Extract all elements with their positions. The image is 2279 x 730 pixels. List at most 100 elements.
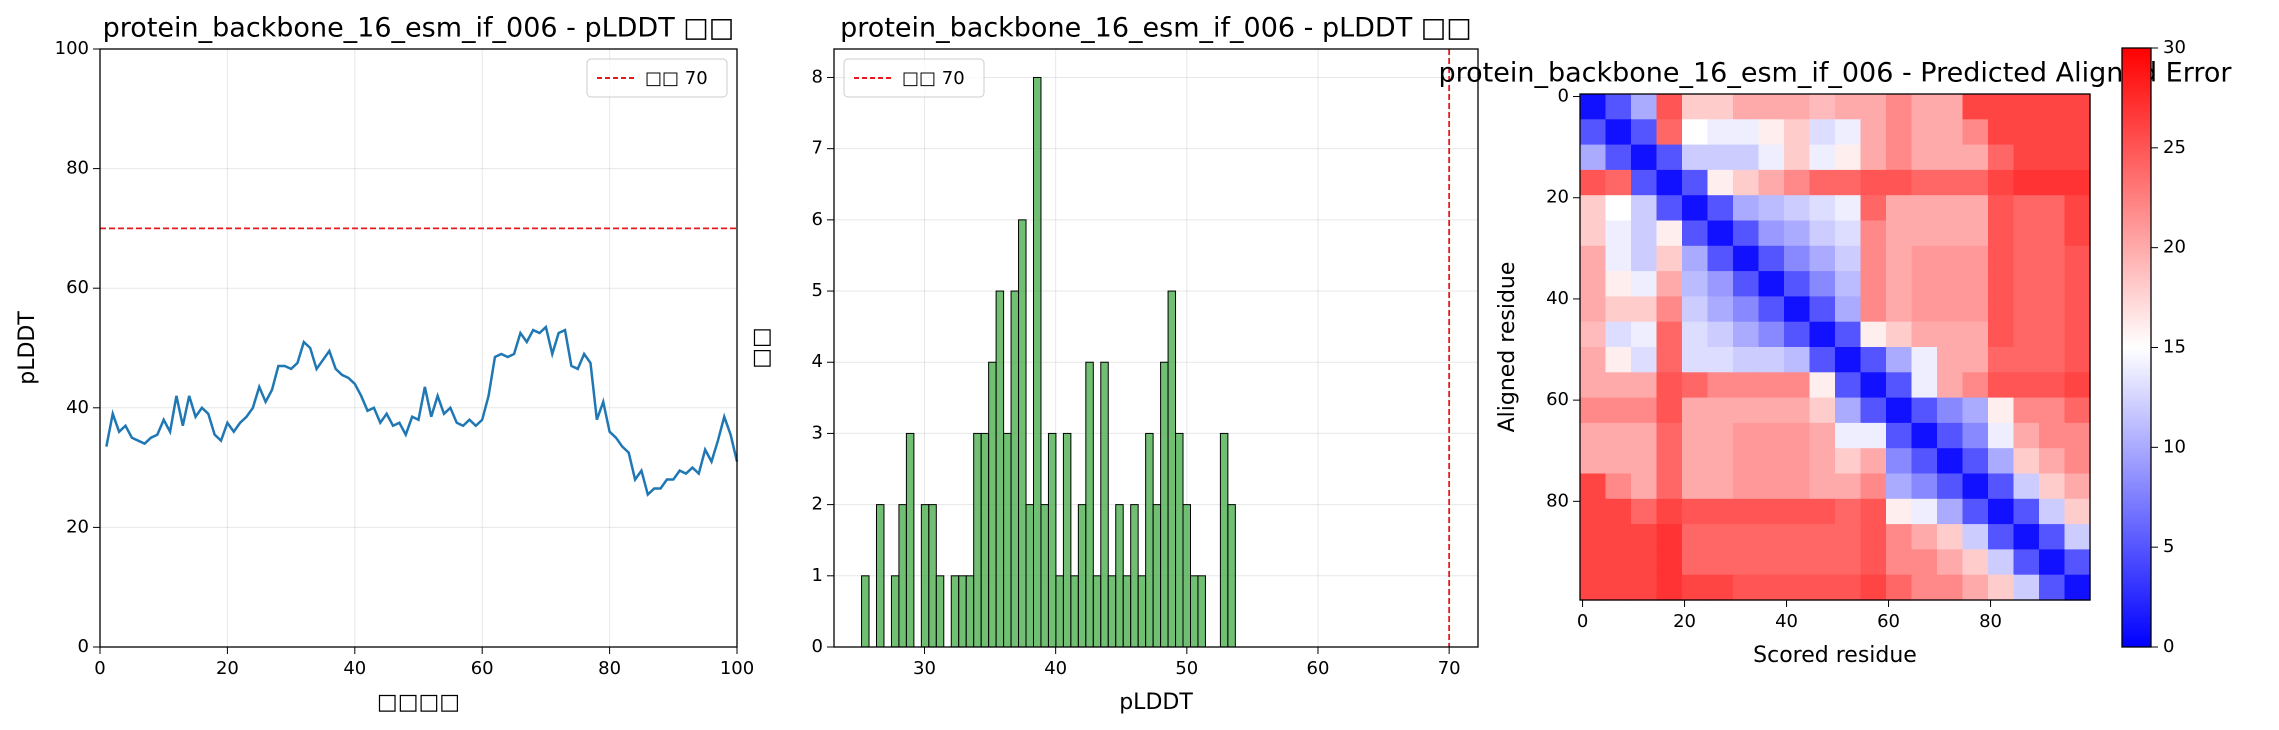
heatmap-cell [1962,397,1989,424]
heatmap-cell [1937,195,1964,222]
heatmap-cell [1605,321,1632,348]
heatmap-cell [1682,549,1709,576]
heatmap-cell [1962,372,1989,399]
heatmap-cell [1707,245,1734,272]
heatmap-cell [1656,245,1683,272]
x-tick-label: 30 [913,658,936,679]
histogram-bar [1175,432,1184,648]
heatmap-cell [1656,574,1683,601]
y-tick-label: 0 [78,636,89,657]
heatmap-cell [1631,195,1658,222]
heatmap-cell [1988,397,2015,424]
histogram-bar [905,432,915,648]
heatmap-cell [1656,549,1683,576]
heatmap-cell [1988,94,2015,120]
heatmap-cell [1631,296,1658,323]
heatmap-cell [1835,296,1862,323]
heatmap-cell [1631,574,1658,601]
heatmap-cell [1962,574,1989,601]
heatmap-cell [1580,549,1607,576]
heatmap-cell [1605,195,1632,222]
heatmap-cell [1962,448,1989,475]
heatmap-cell [1707,524,1734,550]
heatmap-cell [1631,321,1658,348]
heatmap-cell [2013,245,2040,272]
heatmap-cell [1733,574,1760,601]
heatmap-cell [1962,347,1989,373]
heatmap-cell [2039,144,2066,171]
histogram-bar [928,504,937,648]
heatmap-cell [1937,498,1964,525]
heatmap-cell [1962,119,1989,146]
heatmap-cell [1809,422,1836,449]
histogram-bar [1115,504,1124,648]
heatmap-cell [1682,169,1709,196]
heatmap-cell [1707,220,1734,247]
heatmap-cell [1733,119,1760,146]
heatmap-cell [1733,144,1760,171]
heatmap-cell [1656,321,1683,348]
heatmap-cell [1580,498,1607,525]
heatmap-cell [2039,524,2066,550]
heatmap-cell [1860,144,1887,171]
heatmap-cell [1809,271,1836,297]
heatmap-cell [1784,574,1811,601]
heatmap-cell [2039,347,2066,373]
heatmap-cell [1835,574,1862,601]
histogram-bar [1055,575,1064,648]
y-axis-label: pLDDT [15,311,40,385]
heatmap-cell [2039,119,2066,146]
heatmap-cell [1937,397,1964,424]
heatmap-cell [1835,119,1862,146]
heatmap-cell [1631,372,1658,399]
histogram-bar [875,504,885,648]
heatmap-cell [1682,498,1709,525]
heatmap-cell [1860,321,1887,348]
y-tick-label: 60 [66,277,89,298]
heatmap-cell [1962,422,1989,449]
histogram-bar [995,290,1005,648]
heatmap-cell [1962,94,1989,120]
heatmap-cell [1886,498,1913,525]
heatmap-cell [1733,422,1760,449]
heatmap-cell [1707,119,1734,146]
heatmap-cell [1682,220,1709,247]
heatmap-cell [1784,195,1811,222]
histogram-bar [958,575,967,648]
y-tick-label: 6 [812,209,823,230]
heatmap-cell [1682,321,1709,348]
histogram-bar [1018,219,1027,648]
x-tick-label: 100 [720,658,754,679]
heatmap-cell [1937,220,1964,247]
heatmap-cell [1835,422,1862,449]
heatmap-cell [1937,296,1964,323]
heatmap-cell [1605,549,1632,576]
heatmap-cell [1911,195,1938,222]
heatmap-cell [1988,271,2015,297]
heatmap-cell [1860,271,1887,297]
heatmap-cell [2013,169,2040,196]
heatmap-cell [1605,296,1632,323]
heatmap-cell [1860,549,1887,576]
y-tick-label: 80 [66,158,89,179]
y-axis-label: Aligned residue [1495,262,1520,433]
heatmap-cell [1605,372,1632,399]
heatmap-cell [1784,94,1811,120]
heatmap-cell [2064,144,2091,171]
x-tick-label: 80 [1979,611,2002,632]
heatmap-cell [1580,321,1607,348]
heatmap-cell [1707,195,1734,222]
heatmap-cell [2064,321,2091,348]
heatmap-cell [1911,422,1938,449]
heatmap-cell [1809,549,1836,576]
heatmap-cell [1733,347,1760,373]
heatmap-cell [1911,220,1938,247]
histogram-bar [1010,290,1020,648]
heatmap-cell [1809,245,1836,272]
heatmap-cell [1580,397,1607,424]
heatmap-cell [2064,574,2091,601]
heatmap-cell [1988,296,2015,323]
heatmap-cell [1784,321,1811,348]
heatmap-cell [2013,473,2040,500]
histogram-bar [1100,361,1109,648]
